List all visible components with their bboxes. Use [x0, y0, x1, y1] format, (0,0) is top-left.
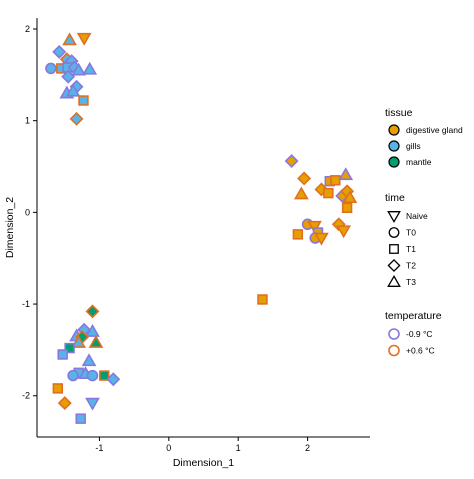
data-point [307, 220, 322, 234]
data-point [57, 349, 68, 360]
y-tick-label: -1 [22, 299, 30, 309]
data-point [65, 83, 81, 97]
y-tick-label: -2 [22, 391, 30, 401]
data-point [297, 171, 312, 186]
data-point [71, 334, 86, 348]
y-axis-title: Dimension_2 [4, 197, 16, 258]
data-point [341, 202, 353, 214]
data-point [330, 175, 341, 186]
legend-label: mantle [406, 157, 432, 167]
legend-label: gills [406, 141, 421, 151]
legend-label: T3 [406, 277, 416, 287]
legend-key-time [388, 227, 400, 238]
legend-title-temperature: temperature [385, 310, 442, 322]
data-point [88, 334, 104, 348]
data-point [52, 44, 67, 59]
legend-label: T1 [406, 244, 416, 254]
data-point [292, 229, 304, 240]
data-point [342, 190, 358, 203]
legend-label: T2 [406, 261, 416, 271]
data-point [52, 383, 64, 394]
x-tick-label: 2 [305, 443, 310, 453]
data-point [85, 323, 100, 337]
y-tick-label: 2 [25, 24, 30, 34]
legend-label: digestive gland [406, 125, 463, 135]
data-point [69, 111, 84, 126]
data-point [284, 154, 299, 168]
data-point [293, 186, 309, 200]
legend-title-time: time [385, 192, 405, 204]
data-point [71, 62, 86, 76]
legend-label: -0.9 °C [406, 329, 433, 339]
legend-layer: tissue digestive gland gills mantle timeNaiv… [385, 107, 463, 357]
axes-layer [36, 18, 370, 438]
data-point [323, 187, 334, 199]
data-point [78, 95, 89, 106]
points-layer [45, 32, 358, 424]
y-tick-label: 1 [25, 116, 30, 126]
y-tick-label: 0 [25, 207, 30, 217]
data-point [106, 372, 121, 387]
data-point [257, 294, 268, 305]
data-point [45, 62, 57, 75]
x-tick-label: 0 [166, 443, 171, 453]
data-point [75, 413, 86, 424]
data-point [85, 304, 100, 319]
legend-key-time [387, 258, 401, 273]
legend-label: +0.6 °C [406, 346, 435, 356]
legend-title-tissue: tissue [385, 107, 413, 119]
legend-key-time [387, 211, 401, 224]
legend-key-time [389, 244, 399, 254]
legend-label: Naive [406, 211, 428, 221]
legend-key-temperature [388, 328, 400, 340]
legend-label: T0 [406, 228, 416, 238]
legend-key-tissue [388, 140, 400, 152]
data-point [76, 32, 92, 46]
x-tick-label: 1 [236, 443, 241, 453]
data-point [67, 369, 79, 382]
data-point [86, 369, 99, 382]
data-point [336, 225, 351, 239]
data-point [338, 167, 354, 181]
data-point [82, 61, 98, 75]
data-point [99, 370, 110, 381]
legend-key-tissue [388, 124, 400, 136]
data-point [85, 397, 100, 411]
x-tick-label: -1 [95, 443, 103, 453]
data-point [62, 32, 77, 46]
x-axis-title: Dimension_1 [173, 457, 234, 469]
data-point [64, 342, 75, 354]
data-point [61, 69, 76, 84]
legend-key-temperature [388, 344, 400, 357]
legend-key-tissue [388, 156, 400, 168]
data-point [57, 396, 72, 411]
ticks-layer: -1 0 1 2 -2 -1 0 1 2 [22, 24, 310, 453]
legend-key-time [387, 274, 401, 287]
data-point [314, 232, 329, 246]
data-point [81, 353, 97, 367]
